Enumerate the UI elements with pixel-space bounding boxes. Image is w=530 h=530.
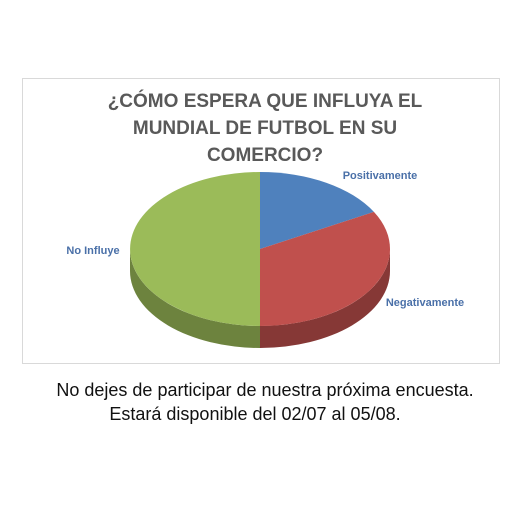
slice-label: No Influye xyxy=(66,245,119,257)
chart-frame xyxy=(22,78,500,364)
slice-side xyxy=(260,249,390,348)
slice xyxy=(130,172,260,326)
slice xyxy=(260,172,374,249)
note: Estará disponible del 02/07 al 05/08. xyxy=(109,404,401,424)
slice-label: Positivamente xyxy=(343,170,418,182)
chart-title: ¿CÓMO ESPERA QUE INFLUYA EL MUNDIAL DE F… xyxy=(107,91,423,166)
note: No dejes de participar de nuestra próxim… xyxy=(56,380,474,400)
slice-side xyxy=(130,249,260,348)
slice xyxy=(260,211,390,326)
slice-label: Negativamente xyxy=(386,297,464,309)
